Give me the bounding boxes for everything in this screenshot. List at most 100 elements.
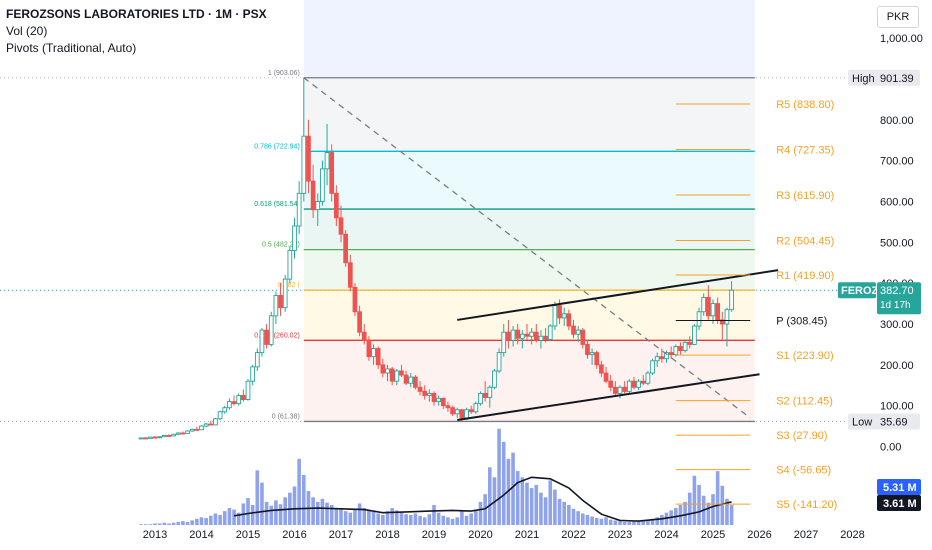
candle-up[interactable]	[217, 410, 223, 420]
chart-title[interactable]: FEROZSONS LABORATORIES LTD · 1M · PSX	[6, 7, 267, 21]
candle-up[interactable]	[287, 246, 293, 284]
candle-down[interactable]	[399, 364, 404, 378]
candle-down[interactable]	[403, 370, 409, 386]
candle-down[interactable]	[603, 366, 609, 384]
candle-up[interactable]	[296, 181, 302, 235]
candle-up[interactable]	[161, 435, 167, 438]
candle-up[interactable]	[626, 379, 632, 395]
candle-up[interactable]	[213, 417, 218, 426]
candle-up[interactable]	[157, 436, 162, 439]
candle-up[interactable]	[436, 395, 441, 406]
candle-up[interactable]	[185, 430, 190, 434]
candle-up[interactable]	[650, 358, 655, 376]
candle-down[interactable]	[417, 381, 423, 396]
candle-down[interactable]	[334, 185, 339, 227]
candle-down[interactable]	[506, 319, 511, 349]
candle-up[interactable]	[394, 368, 400, 386]
channel-trendline[interactable]	[457, 269, 779, 321]
candle-up[interactable]	[222, 405, 228, 414]
candle-up[interactable]	[236, 393, 242, 406]
candle-up[interactable]	[654, 352, 660, 367]
candle-down[interactable]	[194, 426, 200, 431]
candle-down[interactable]	[180, 431, 186, 435]
candle-up[interactable]	[273, 291, 279, 325]
candle-up[interactable]	[710, 299, 716, 325]
channel-trendline[interactable]	[457, 373, 760, 421]
candle-down[interactable]	[361, 324, 367, 345]
candle-up[interactable]	[701, 293, 707, 316]
candle-up[interactable]	[254, 348, 260, 371]
candle-up[interactable]	[315, 193, 321, 227]
candle-up[interactable]	[501, 324, 507, 357]
candle-up[interactable]	[408, 373, 414, 388]
candle-down[interactable]	[166, 434, 172, 437]
candle-up[interactable]	[147, 436, 153, 439]
candle-down[interactable]	[343, 230, 348, 267]
candle-down[interactable]	[366, 336, 372, 361]
candle-down[interactable]	[599, 360, 604, 378]
candle-down[interactable]	[580, 328, 586, 349]
candle-down[interactable]	[715, 297, 720, 325]
candle-down[interactable]	[515, 324, 521, 345]
candle-up[interactable]	[636, 379, 641, 391]
candle-down[interactable]	[240, 389, 246, 402]
candle-up[interactable]	[538, 330, 544, 349]
candle-down[interactable]	[357, 305, 362, 337]
candle-down[interactable]	[571, 319, 576, 339]
candle-down[interactable]	[231, 395, 237, 406]
candle-down[interactable]	[389, 366, 395, 386]
candle-up[interactable]	[427, 389, 432, 402]
candle-down[interactable]	[659, 348, 665, 363]
candle-up[interactable]	[250, 364, 255, 386]
candle-down[interactable]	[706, 285, 711, 320]
indicator-volume[interactable]: Vol (20)	[6, 24, 48, 38]
candle-up[interactable]	[301, 77, 307, 202]
candle-up[interactable]	[496, 348, 502, 374]
candle-up[interactable]	[529, 328, 534, 345]
candle-up[interactable]	[575, 326, 581, 343]
candle-up[interactable]	[729, 281, 734, 312]
candle-down[interactable]	[445, 401, 451, 412]
candle-up[interactable]	[385, 364, 390, 382]
candle-down[interactable]	[380, 358, 386, 378]
candle-up[interactable]	[268, 311, 274, 347]
candle-down[interactable]	[413, 375, 418, 390]
candle-up[interactable]	[259, 328, 265, 357]
candle-up[interactable]	[487, 385, 493, 408]
candle-down[interactable]	[543, 328, 548, 343]
candle-down[interactable]	[431, 391, 437, 406]
candle-down[interactable]	[668, 346, 674, 359]
candle-up[interactable]	[245, 379, 251, 401]
candle-down[interactable]	[678, 342, 683, 355]
candle-down[interactable]	[143, 437, 149, 440]
candle-up[interactable]	[724, 307, 730, 347]
candle-up[interactable]	[692, 324, 697, 346]
candle-up[interactable]	[561, 307, 567, 327]
candle-up[interactable]	[292, 217, 297, 259]
candle-down[interactable]	[608, 375, 614, 392]
candle-down[interactable]	[585, 340, 590, 359]
candle-down[interactable]	[719, 311, 725, 341]
candle-up[interactable]	[589, 348, 595, 365]
candle-up[interactable]	[454, 407, 460, 418]
candle-down[interactable]	[152, 435, 158, 439]
candle-up[interactable]	[492, 368, 497, 390]
candle-down[interactable]	[468, 405, 474, 414]
candle-down[interactable]	[329, 144, 335, 202]
indicator-pivots[interactable]: Pivots (Traditional, Auto)	[6, 41, 137, 55]
candle-up[interactable]	[547, 324, 553, 342]
candle-up[interactable]	[645, 370, 651, 386]
candle-down[interactable]	[306, 119, 311, 194]
candle-down[interactable]	[440, 397, 446, 409]
candle-down[interactable]	[338, 205, 344, 243]
candle-up[interactable]	[138, 437, 144, 440]
candle-up[interactable]	[171, 433, 176, 437]
candle-up[interactable]	[189, 428, 195, 432]
candle-down[interactable]	[533, 324, 539, 343]
candle-down[interactable]	[622, 381, 627, 394]
symbol-badge[interactable]	[838, 282, 876, 299]
candle-up[interactable]	[682, 340, 688, 353]
candle-down[interactable]	[347, 254, 353, 292]
candle-down[interactable]	[631, 377, 637, 390]
